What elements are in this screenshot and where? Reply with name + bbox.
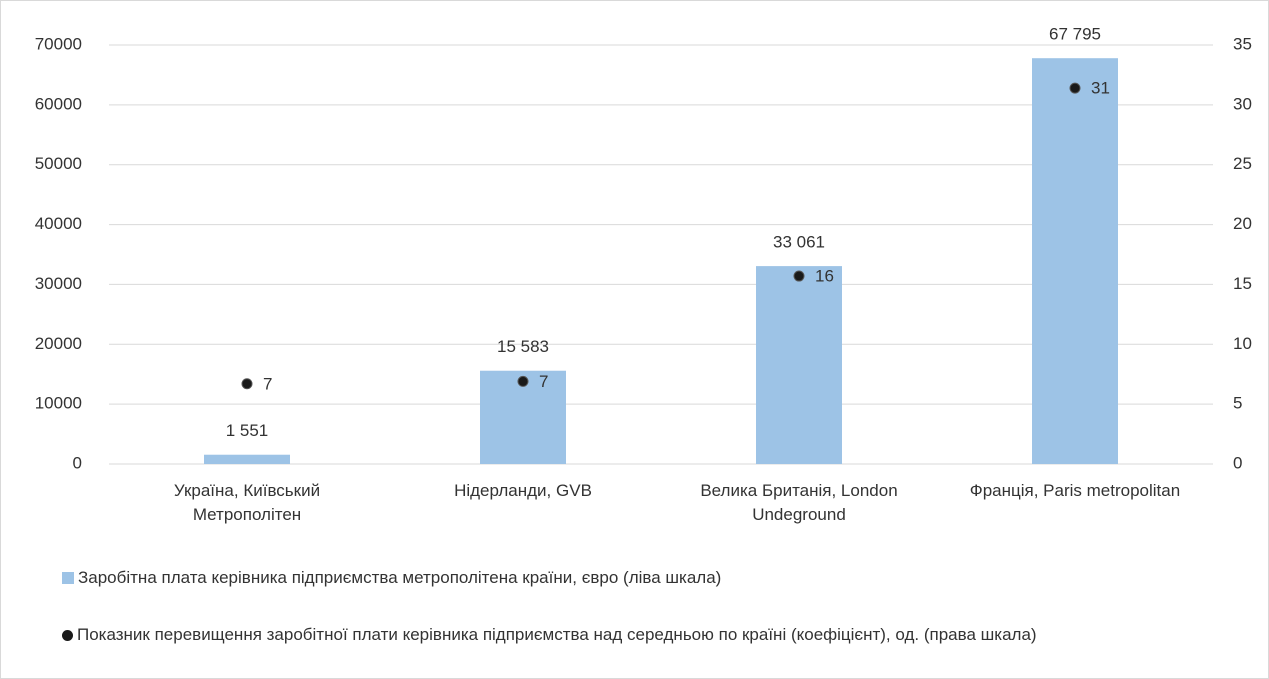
y-tick-label: 60000: [35, 94, 82, 113]
dot: [241, 378, 253, 390]
x-tick-label: Нідерланди, GVB: [454, 481, 592, 500]
y-tick-label: 10000: [35, 394, 82, 413]
bar: [1032, 58, 1118, 465]
legend-marker: [62, 572, 74, 584]
y2-tick-label: 0: [1233, 453, 1242, 472]
data-label: 31: [1091, 79, 1110, 98]
y-tick-label: 0: [73, 453, 82, 472]
dot: [793, 270, 805, 282]
y-tick-label: 40000: [35, 214, 82, 233]
y2-tick-label: 5: [1233, 394, 1242, 413]
x-tick-label: Україна, Київський Метрополітен: [173, 481, 321, 524]
y2-tick-label: 35: [1233, 34, 1252, 53]
y2-tick-label: 30: [1233, 94, 1252, 113]
y-tick-label: 70000: [35, 34, 82, 53]
legend-marker: [62, 630, 73, 641]
data-label: 16: [815, 267, 834, 286]
y-tick-label: 50000: [35, 154, 82, 173]
y-tick-label: 30000: [35, 274, 82, 293]
dot: [517, 375, 529, 387]
data-label: 67 795: [1049, 25, 1101, 44]
data-label: 1 551: [226, 421, 269, 440]
bar: [756, 266, 842, 464]
legend-entry: Показник перевищення заробітної плати ке…: [62, 623, 1252, 646]
bar: [204, 454, 290, 464]
y-tick-label: 20000: [35, 334, 82, 353]
y2-tick-label: 10: [1233, 334, 1252, 353]
legend-label: Заробітна плата керівника підприємства м…: [78, 568, 722, 587]
x-tick-label: Велика Британія, London Undeground: [700, 481, 898, 524]
y2-tick-label: 25: [1233, 154, 1252, 173]
legend-label: Показник перевищення заробітної плати ке…: [77, 625, 1037, 644]
y2-tick-label: 20: [1233, 214, 1252, 233]
legend-entry: Заробітна плата керівника підприємства м…: [62, 566, 1252, 589]
data-label: 33 061: [773, 233, 825, 252]
data-label: 7: [263, 374, 272, 393]
data-label: 7: [539, 372, 548, 391]
y2-tick-label: 15: [1233, 274, 1252, 293]
x-tick-label: Франція, Paris metropolitan: [969, 481, 1181, 500]
dot: [1069, 82, 1081, 94]
data-label: 15 583: [497, 337, 549, 356]
